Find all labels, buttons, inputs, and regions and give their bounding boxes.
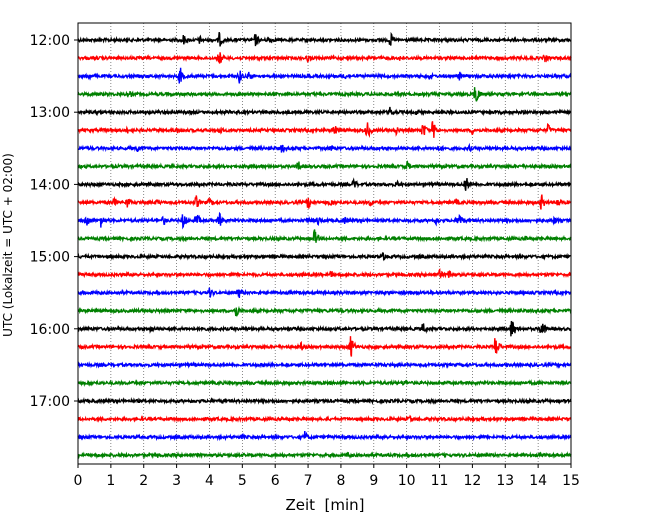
trace-1300: [77, 106, 572, 117]
trace-1230: [77, 67, 572, 84]
trace-1500: [77, 251, 572, 262]
trace-1430: [77, 211, 572, 230]
x-tick-label: 8: [336, 473, 345, 489]
trace-1315: [77, 121, 572, 138]
x-tick-label: 14: [529, 473, 547, 489]
x-axis-label: Zeit [min]: [285, 496, 364, 514]
x-tick-label: 3: [172, 473, 181, 489]
x-tick-label: 9: [369, 473, 378, 489]
trace-1545: [77, 305, 572, 318]
x-tick-label: 4: [205, 473, 214, 489]
x-tick-label: 6: [271, 473, 280, 489]
x-tick-label: 7: [304, 473, 313, 489]
x-tick-label: 12: [463, 473, 481, 489]
y-tick-label: 14:00: [30, 177, 70, 193]
x-axis-ticks: 0 1 2 3 4 5 6 7 8 9 10 11 12 13 14 15: [74, 464, 580, 489]
trace-1730: [77, 430, 572, 442]
x-tick-label: 2: [139, 473, 148, 489]
trace-1445: [77, 229, 572, 243]
trace-1715: [77, 414, 572, 424]
plot-frame: [77, 22, 572, 465]
trace-1515: [77, 268, 572, 279]
trace-1245: [77, 87, 572, 102]
x-tick-label: 11: [431, 473, 449, 489]
trace-1530: [77, 287, 572, 298]
x-tick-label: 5: [238, 473, 247, 489]
trace-1630: [77, 360, 572, 369]
trace-1745: [77, 451, 572, 460]
trace-1600: [77, 320, 572, 337]
trace-1400: [77, 177, 572, 191]
trace-1345: [77, 160, 572, 171]
x-tick-label: 10: [398, 473, 416, 489]
y-tick-label: 15:00: [30, 250, 70, 266]
trace-1415: [77, 194, 572, 210]
trace-group: [77, 31, 572, 460]
trace-1700: [77, 396, 572, 406]
x-tick-label: 1: [106, 473, 115, 489]
trace-1330: [77, 142, 572, 154]
x-tick-label: 13: [496, 473, 514, 489]
trace-1645: [77, 378, 572, 388]
plot-area-background: [78, 23, 571, 464]
trace-1615: [77, 336, 572, 357]
y-tick-label: 12:00: [30, 33, 70, 49]
x-tick-label: 0: [74, 473, 83, 489]
y-axis-label: UTC (Lokalzeit = UTC + 02:00): [1, 153, 15, 337]
x-tick-label: 15: [562, 473, 580, 489]
trace-1215: [77, 52, 572, 64]
y-tick-label: 17:00: [30, 394, 70, 410]
y-tick-label: 16:00: [30, 322, 70, 338]
y-tick-label: 13:00: [30, 105, 70, 121]
trace-1200: [77, 31, 572, 47]
y-axis-ticks: 12:00 13:00 14:00 15:00 16:00 17:00: [30, 33, 78, 410]
